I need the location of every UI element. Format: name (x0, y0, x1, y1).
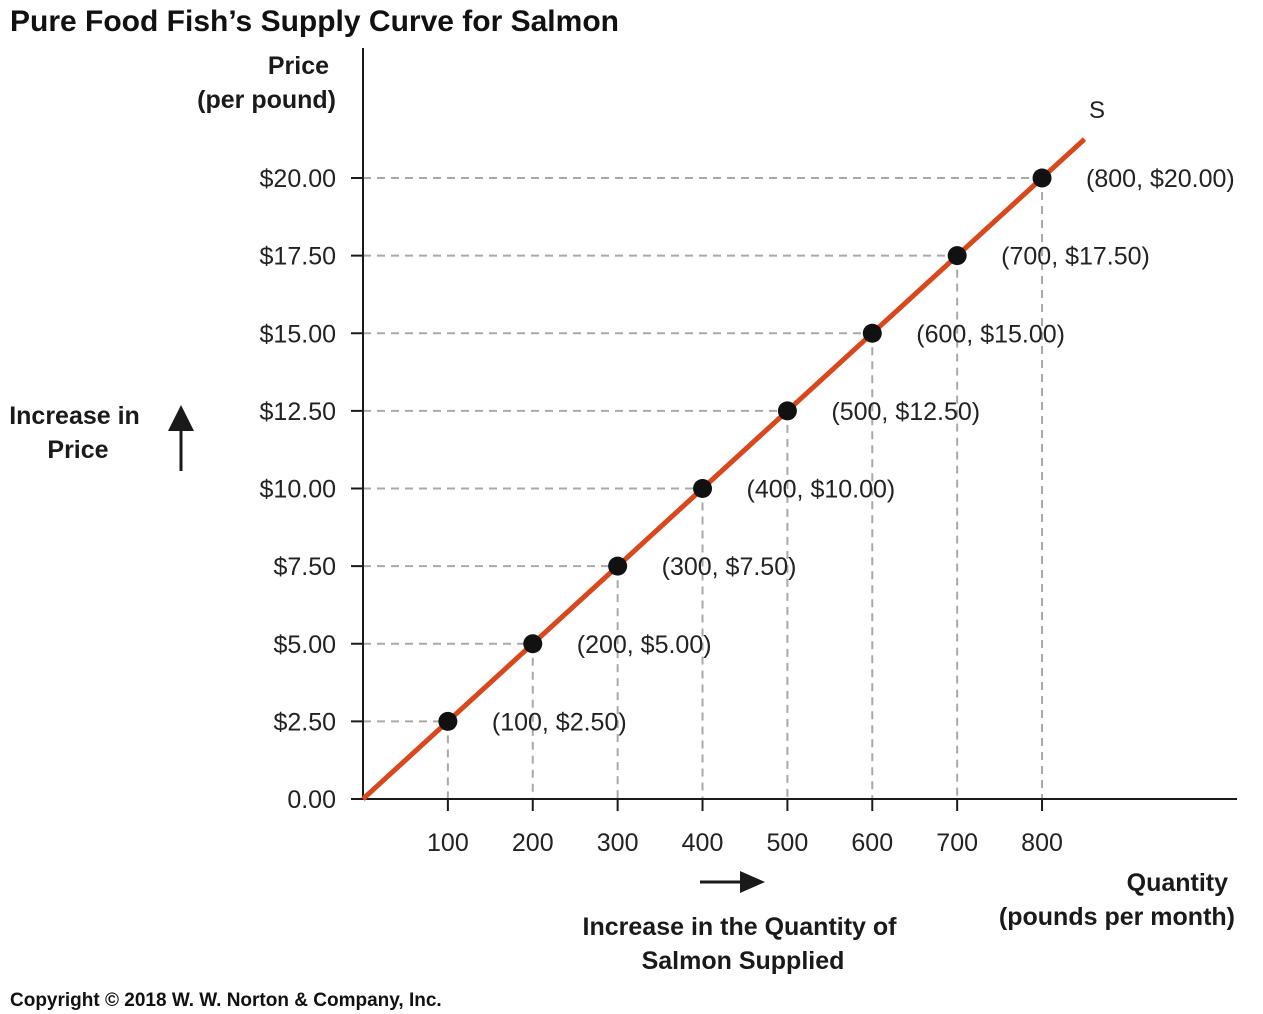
point-label-200: (200, $5.00) (577, 631, 712, 659)
curve-label-s: S (1089, 97, 1105, 124)
y-tick-label-6: $15.00 (260, 320, 336, 348)
y-tick-label-2: $5.00 (273, 631, 336, 659)
price-increase-label: Increase in Price (9, 402, 147, 464)
supply-curve-line (361, 137, 1087, 801)
data-point-700 (947, 246, 967, 266)
y-axis-label-line-1: Price (268, 52, 329, 80)
x-tick-label-2: 300 (597, 829, 639, 857)
x-tick-labels: 100 200 300 400 500 600 700 800 (427, 829, 1063, 857)
gridlines (363, 177, 1044, 799)
point-label-700: (700, $17.50) (1001, 243, 1150, 271)
data-point-400 (693, 479, 713, 498)
point-label-800: (800, $20.00) (1086, 165, 1235, 193)
chart-title: Pure Food Fish’s Supply Curve for Salmon (10, 5, 619, 38)
point-label-400: (400, $10.00) (747, 476, 896, 504)
quantity-increase-label: Increase in the Quantity of Salmon Suppl… (583, 913, 904, 975)
y-tick-label-1: $2.50 (273, 708, 336, 736)
x-tick-label-3: 400 (682, 829, 724, 857)
data-point-300 (608, 556, 628, 576)
price-increase-label-line-2: Price (47, 436, 108, 464)
x-axis-label: Quantity (pounds per month) (999, 869, 1235, 931)
y-tick-label-5: $12.50 (260, 398, 336, 426)
y-axis-label-line-2: (per pound) (197, 86, 336, 114)
data-point-600 (862, 323, 882, 343)
y-tick-label-0: 0.00 (287, 786, 336, 814)
data-point-500 (777, 401, 797, 421)
point-label-300: (300, $7.50) (662, 553, 797, 581)
supply-line (361, 137, 1087, 801)
axes (351, 48, 1237, 811)
quantity-increase-label-line-1: Increase in the Quantity of (583, 913, 898, 941)
y-tick-labels: 0.00 $2.50 $5.00 $7.50 $10.00 $12.50 $15.00 $17… (260, 165, 336, 814)
copyright-notice: Copyright © 2018 W. W. Norton & Company,… (10, 990, 442, 1011)
quantity-increase-label-line-2: Salmon Supplied (642, 947, 845, 975)
point-label-100: (100, $2.50) (492, 708, 627, 736)
x-tick-label-7: 800 (1021, 829, 1063, 857)
x-axis-label-line-1: Quantity (1127, 869, 1228, 897)
y-tick-label-7: $17.50 (260, 243, 336, 271)
up-arrow-icon (168, 405, 194, 471)
point-labels: (100, $2.50) (200, $5.00) (300, $7.50) (400… (492, 165, 1235, 736)
x-axis-label-line-2: (pounds per month) (999, 903, 1235, 931)
point-label-600: (600, $15.00) (916, 320, 1065, 348)
y-tick-label-4: $10.00 (260, 476, 336, 504)
data-point-200 (523, 634, 543, 654)
x-tick-label-5: 600 (851, 829, 893, 857)
y-tick-label-8: $20.00 (260, 165, 336, 193)
y-tick-label-3: $7.50 (273, 553, 336, 581)
x-tick-label-4: 500 (767, 829, 809, 857)
x-tick-label-6: 700 (936, 829, 978, 857)
right-arrow-icon (700, 871, 765, 893)
data-point-100 (438, 711, 458, 731)
data-point-800 (1032, 168, 1052, 188)
y-axis-label: Price (per pound) (197, 52, 336, 114)
point-label-500: (500, $12.50) (831, 398, 980, 426)
x-tick-label-1: 200 (512, 829, 554, 857)
price-increase-label-line-1: Increase in (9, 402, 140, 430)
data-points (438, 168, 1052, 731)
x-tick-label-0: 100 (427, 829, 469, 857)
